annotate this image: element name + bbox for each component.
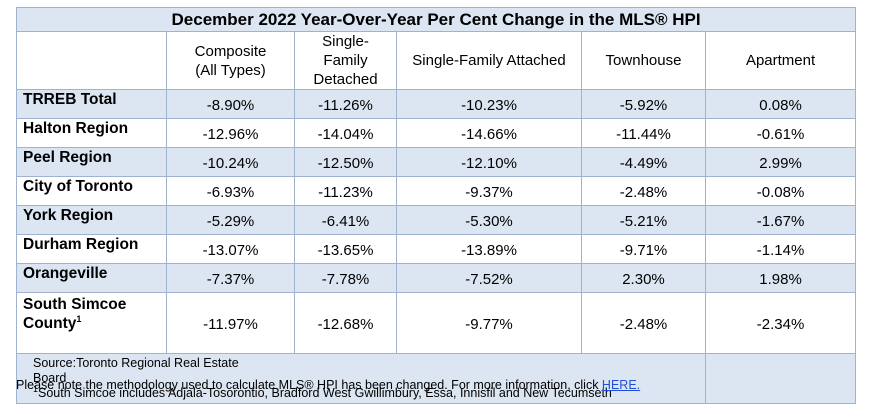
table-row: TRREB Total -8.90% -11.26% -10.23% -5.92% 0.0… [16, 89, 857, 119]
footnote-line: 1South Simcoe includes Adjala-Tosorontio… [33, 383, 705, 401]
methodology-note-text: Please note the methodology used to calc… [16, 378, 602, 392]
region-label: York Region [23, 207, 114, 224]
table-row: Orangeville -7.37% -7.78% -7.52% 2.30% 1.98% [16, 263, 857, 293]
column-header: Apartment [704, 31, 857, 90]
column-header: Single-Family Attached [396, 31, 582, 90]
region-name: Orangeville [16, 263, 167, 293]
table-row: South Simcoe County1 -11.97% -12.68% -9.77%… [16, 292, 857, 354]
percent-change-cell: -9.37% [396, 176, 582, 206]
table-row: Durham Region -13.07% -13.65% -13.89% -9.71%… [16, 234, 857, 264]
percent-change-cell: -7.52% [396, 263, 582, 293]
source-line-1: Source:Toronto Regional Real Estate [33, 356, 239, 370]
percent-change-cell: -12.10% [396, 147, 582, 177]
region-label: City of Toronto [23, 178, 133, 195]
footer-empty-cell [704, 353, 857, 404]
percent-change-cell: 2.99% [704, 147, 857, 177]
methodology-note: Please note the methodology used to calc… [16, 378, 640, 392]
table-row: Peel Region -10.24% -12.50% -12.10% -4.49% 2.… [16, 147, 857, 177]
percent-change-cell: 2.30% [581, 263, 706, 293]
source-line-2: Board [33, 371, 67, 385]
region-label: Orangeville [23, 265, 108, 282]
percent-change-cell: -10.23% [396, 89, 582, 119]
region-label: TRREB Total [23, 91, 117, 108]
column-header: Composite (All Types) [166, 31, 295, 90]
footnote-mark: 1 [33, 383, 39, 394]
region-name: York Region [16, 205, 167, 235]
percent-change-cell: 0.08% [704, 89, 857, 119]
percent-change-cell: -2.48% [581, 292, 706, 354]
percent-change-cell: -0.61% [704, 118, 857, 148]
percent-change-cell: -5.21% [581, 205, 706, 235]
percent-change-cell: -5.92% [581, 89, 706, 119]
region-label: South Simcoe County [23, 296, 127, 332]
percent-change-cell: -14.66% [396, 118, 582, 148]
region-name: Durham Region [16, 234, 167, 264]
region-name: Peel Region [16, 147, 167, 177]
column-header-row: Composite (All Types) Single- Family Deta… [16, 31, 857, 90]
percent-change-cell: -4.49% [581, 147, 706, 177]
column-header: Townhouse [581, 31, 706, 90]
percent-change-cell: -1.67% [704, 205, 857, 235]
footer-row: Source:Toronto Regional Real Estate Board… [16, 353, 857, 404]
percent-change-cell: -0.08% [704, 176, 857, 206]
percent-change-cell: -11.23% [294, 176, 397, 206]
percent-change-cell: -12.68% [294, 292, 397, 354]
percent-change-cell: -9.77% [396, 292, 582, 354]
footnote-text: South Simcoe includes Adjala-Tosorontio,… [38, 386, 612, 400]
percent-change-cell: -10.24% [166, 147, 295, 177]
percent-change-cell: -8.90% [166, 89, 295, 119]
percent-change-cell: -13.07% [166, 234, 295, 264]
percent-change-cell: -13.89% [396, 234, 582, 264]
percent-change-cell: -11.97% [166, 292, 295, 354]
percent-change-cell: -1.14% [704, 234, 857, 264]
footnote-marker: 1 [76, 313, 82, 324]
percent-change-cell: -7.78% [294, 263, 397, 293]
percent-change-cell: -12.96% [166, 118, 295, 148]
table-row: Halton Region -12.96% -14.04% -14.66% -11.44… [16, 118, 857, 148]
hpi-table-container: December 2022 Year-Over-Year Per Cent Ch… [15, 7, 857, 404]
percent-change-cell: -6.93% [166, 176, 295, 206]
percent-change-cell: -14.04% [294, 118, 397, 148]
column-header: Single- Family Detached [294, 31, 397, 90]
table-title: December 2022 Year-Over-Year Per Cent Ch… [15, 7, 857, 32]
region-name: South Simcoe County1 [16, 292, 167, 354]
percent-change-cell: -5.29% [166, 205, 295, 235]
percent-change-cell: -12.50% [294, 147, 397, 177]
percent-change-cell: -13.65% [294, 234, 397, 264]
table-row: York Region -5.29% -6.41% -5.30% -5.21% -1.67… [16, 205, 857, 235]
percent-change-cell: -9.71% [581, 234, 706, 264]
region-name: TRREB Total [16, 89, 167, 119]
more-info-link[interactable]: HERE. [601, 378, 641, 392]
percent-change-cell: -7.37% [166, 263, 295, 293]
percent-change-cell: -5.30% [396, 205, 582, 235]
hpi-table: December 2022 Year-Over-Year Per Cent Ch… [15, 7, 857, 404]
table-row: City of Toronto -6.93% -11.23% -9.37% -2.48%… [16, 176, 857, 206]
region-label: Peel Region [23, 149, 112, 166]
percent-change-cell: -2.34% [704, 292, 857, 354]
percent-change-cell: 1.98% [704, 263, 857, 293]
region-label: Halton Region [23, 120, 129, 137]
percent-change-cell: -11.26% [294, 89, 397, 119]
percent-change-cell: -11.44% [581, 118, 706, 148]
percent-change-cell: -6.41% [294, 205, 397, 235]
region-name: Halton Region [16, 118, 167, 148]
column-header-empty [16, 31, 167, 90]
source-footnote: Source:Toronto Regional Real Estate Board… [16, 353, 706, 404]
region-name: City of Toronto [16, 176, 167, 206]
region-label: Durham Region [23, 236, 139, 253]
percent-change-cell: -2.48% [581, 176, 706, 206]
